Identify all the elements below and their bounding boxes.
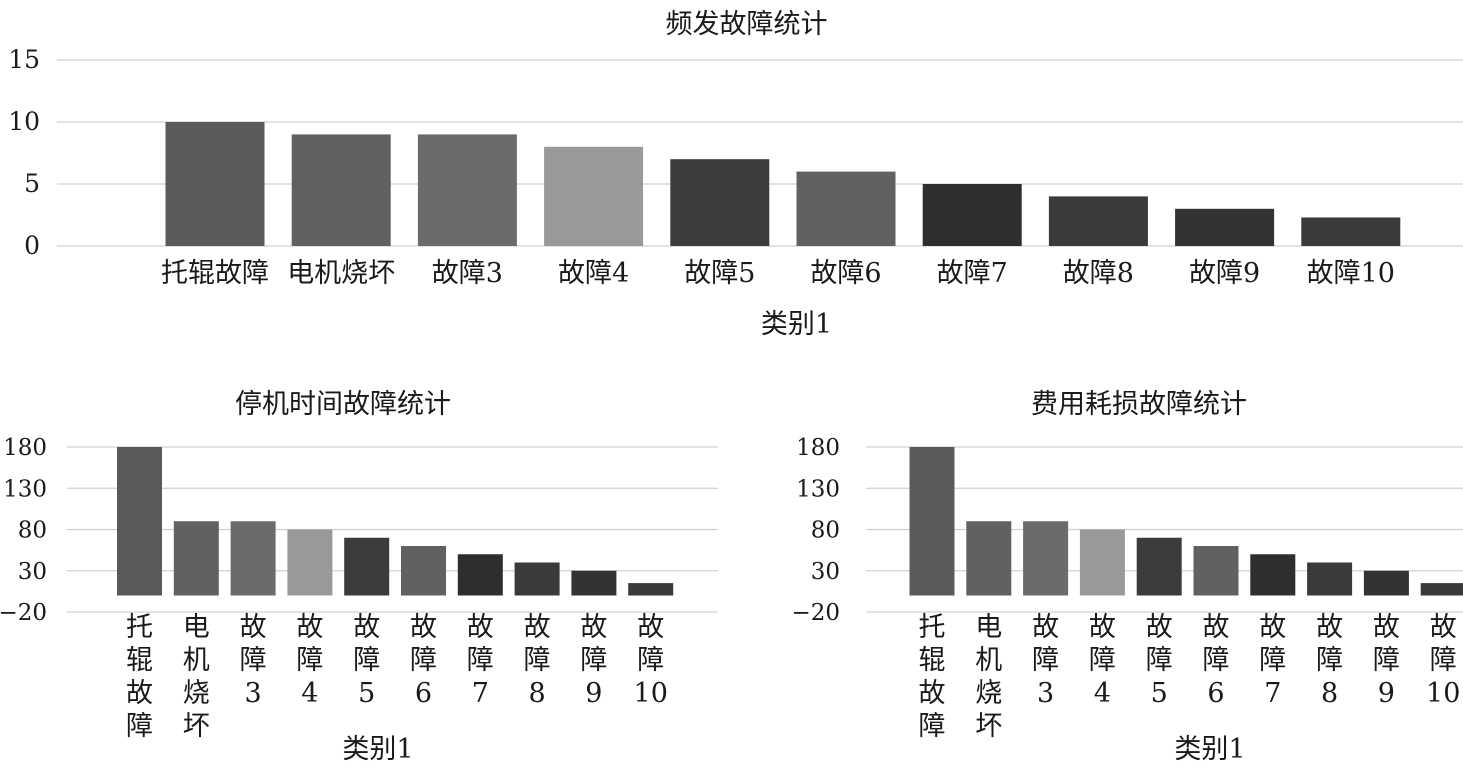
x-tick-label: 故障4 xyxy=(558,258,629,289)
y-tick-label: 130 xyxy=(796,476,840,502)
bar xyxy=(628,583,674,596)
bar xyxy=(571,570,617,596)
bar xyxy=(909,447,955,596)
bar xyxy=(291,134,391,246)
x-tick-label: 故障5 xyxy=(684,258,755,289)
y-tick-label: 5 xyxy=(24,169,40,198)
chart-title: 费用耗损故障统计 xyxy=(1031,389,1247,420)
x-tick-label: 故障6 xyxy=(810,258,881,289)
y-tick-label: 80 xyxy=(18,518,47,544)
bar xyxy=(966,521,1012,596)
bar xyxy=(173,521,219,596)
bar xyxy=(230,521,276,596)
y-tick-label: −20 xyxy=(0,600,47,626)
bar xyxy=(1175,208,1275,246)
bar xyxy=(344,537,390,596)
chart-title: 停机时间故障统计 xyxy=(235,389,451,420)
bar xyxy=(1193,546,1239,596)
x-tick-label: 托辊故障 xyxy=(126,612,153,742)
bar xyxy=(401,546,446,596)
bar xyxy=(1420,583,1463,596)
bar xyxy=(670,159,770,246)
y-tick-label: 80 xyxy=(811,518,840,544)
x-tick-label: 故障10 xyxy=(1307,258,1395,289)
bar xyxy=(1079,529,1125,596)
downtime-fault-chart: 停机时间故障统计 −20 30 80 130 180 托辊故障 电机烧坏 故障 3 故障 4 故障 5 故… xyxy=(0,375,730,765)
bar xyxy=(1250,554,1296,596)
y-tick-label: 15 xyxy=(8,45,40,74)
x-tick-label: 故障9 xyxy=(1189,258,1260,289)
bar xyxy=(1363,570,1409,596)
x-tick-label: 托辊故障 xyxy=(919,612,946,742)
x-tick-label: 故障3 xyxy=(432,258,503,289)
bar xyxy=(922,184,1022,246)
x-axis-label: 类别1 xyxy=(760,309,833,340)
bar xyxy=(1301,217,1401,246)
bar xyxy=(514,562,560,596)
chart-plot: −20 30 80 130 180 托辊故障 电机烧坏 故障 3 故障 4 故障 5 故障 6 故障 7 故障 8 故… xyxy=(791,435,1463,742)
y-tick-label: 0 xyxy=(24,231,40,260)
x-tick-label: 故障8 xyxy=(1063,258,1134,289)
y-tick-label: 10 xyxy=(8,107,40,136)
x-tick-label: 托辊故障 xyxy=(161,258,269,289)
bar xyxy=(1023,521,1069,596)
y-tick-label: 130 xyxy=(3,476,47,502)
bar xyxy=(117,447,162,596)
bar xyxy=(796,171,896,246)
x-tick-label: 故障7 xyxy=(937,258,1008,289)
y-tick-label: 30 xyxy=(18,559,47,585)
bar xyxy=(287,529,333,596)
chart-plot: 0 5 10 15 托辊故障 电机烧坏 故障3 故障4 故障5 故障6 故障7 故障8 故障9 故障10 xyxy=(8,45,1463,289)
bar xyxy=(417,134,517,246)
frequent-fault-chart: 频发故障统计 0 5 10 15 托辊故障 电机烧坏 故障3 故障4 故障5 故障6 故障7 故障8 故… xyxy=(0,0,1463,345)
bar xyxy=(1307,562,1353,596)
x-axis-label: 类别1 xyxy=(342,734,414,765)
x-tick-label: 电机烧坏 xyxy=(975,612,1002,742)
chart-plot: −20 30 80 130 180 托辊故障 电机烧坏 故障 3 故障 4 故障 5 故障 6 故障 7 故障 8 故… xyxy=(0,435,718,742)
bar xyxy=(1048,196,1148,246)
x-tick-label: 电机烧坏 xyxy=(183,612,210,742)
y-tick-label: 30 xyxy=(811,559,840,585)
bar xyxy=(165,122,265,246)
cost-loss-fault-chart: 费用耗损故障统计 −20 30 80 130 180 托辊故障 电机烧坏 故障 3 故障 4 故障 5 故… xyxy=(780,375,1463,765)
y-tick-label: −20 xyxy=(791,600,840,626)
bar xyxy=(1136,537,1182,596)
x-axis-label: 类别1 xyxy=(1174,734,1246,765)
y-tick-label: 180 xyxy=(796,435,840,461)
bar xyxy=(544,146,644,246)
bar xyxy=(457,554,503,596)
x-tick-label: 电机烧坏 xyxy=(287,258,395,289)
y-tick-label: 180 xyxy=(3,435,47,461)
chart-title: 频发故障统计 xyxy=(665,9,828,40)
